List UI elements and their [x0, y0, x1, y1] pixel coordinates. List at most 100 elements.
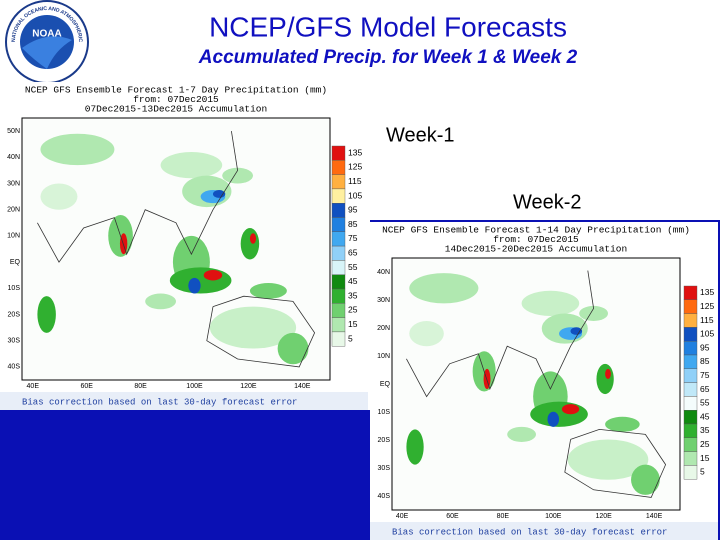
coastline: [564, 428, 667, 498]
lon-label: 100E: [186, 383, 203, 390]
precip-area: [40, 183, 78, 210]
legend-swatch: [683, 410, 698, 425]
precip-area: [406, 429, 424, 465]
legend-label: 75: [348, 233, 358, 243]
legend-label: 15: [700, 453, 710, 463]
legend-swatch: [683, 368, 698, 383]
precip-area: [409, 321, 444, 347]
legend-swatch: [683, 423, 698, 439]
precip-area: [212, 190, 226, 198]
precip-area: [188, 277, 201, 294]
legend-swatch: [683, 313, 698, 328]
precip-area: [37, 296, 56, 333]
legend-label: 115: [700, 315, 714, 325]
lon-label: 140E: [646, 513, 663, 520]
lat-label: 20N: [7, 207, 20, 214]
lat-label: 10S: [8, 285, 21, 292]
legend-label: 135: [700, 287, 714, 297]
legend-swatch: [683, 327, 698, 342]
legend-label: 115: [348, 176, 362, 186]
map-label: Week-2: [513, 191, 582, 213]
logo-text: NOAA: [32, 29, 61, 40]
map-footer: Bias correction based on last 30-day for…: [392, 527, 667, 537]
precip-area: [631, 464, 660, 495]
lat-label: 40N: [7, 154, 20, 161]
precip-area: [605, 368, 611, 379]
legend-swatch: [683, 451, 698, 466]
precip-area: [521, 290, 580, 316]
precip-area: [409, 273, 479, 304]
legend-swatch: [683, 285, 698, 301]
lat-label: 40S: [8, 364, 21, 371]
lat-label: 10N: [377, 353, 390, 360]
lat-label: 30S: [8, 338, 21, 345]
legend-label: 65: [348, 248, 358, 258]
legend-swatch: [683, 341, 698, 356]
precip-area: [249, 283, 287, 299]
legend-label: 105: [700, 329, 714, 339]
legend-label: 95: [700, 342, 710, 352]
precip-area: [160, 152, 223, 179]
title: NCEP/GFS Model Forecasts: [209, 11, 567, 42]
legend-label: 85: [348, 219, 358, 229]
lon-label: 120E: [596, 513, 613, 520]
legend-label: 125: [700, 301, 714, 311]
lon-label: 60E: [446, 513, 459, 520]
blue-band: [0, 410, 370, 540]
footer-strip: [370, 522, 718, 540]
legend-label: 125: [348, 162, 362, 172]
legend-label: 5: [700, 467, 705, 477]
legend-swatch: [331, 260, 346, 275]
precip-area: [145, 293, 177, 310]
legend-swatch: [331, 217, 346, 233]
precip-area: [209, 306, 297, 349]
legend-swatch: [683, 437, 698, 452]
lat-label: 20S: [8, 311, 21, 318]
legend-swatch: [331, 188, 346, 204]
footer-strip: [0, 392, 368, 410]
precip-area: [240, 228, 260, 260]
map-label: Week-1: [386, 124, 455, 146]
precip-area: [203, 269, 223, 281]
map-header: 14Dec2015-20Dec2015 Accumulation: [445, 244, 627, 255]
lat-label: 10N: [7, 233, 20, 240]
legend-swatch: [331, 303, 346, 318]
legend-label: 135: [348, 147, 362, 157]
coastline: [206, 295, 316, 368]
lat-label: 40S: [378, 493, 391, 500]
legend-label: 35: [700, 425, 710, 435]
lat-label: 30N: [377, 297, 390, 304]
lat-label: EQ: [380, 381, 391, 388]
legend-label: 105: [348, 190, 362, 200]
coastline: [37, 131, 239, 263]
legend-label: 35: [348, 290, 358, 300]
lat-label: EQ: [10, 259, 21, 266]
maps: NCEP GFS Ensemble Forecast 1-7 Day Preci…: [0, 82, 718, 540]
legend-label: 25: [348, 305, 358, 315]
precip-area: [567, 439, 649, 480]
legend-swatch: [683, 396, 698, 411]
legend-label: 55: [348, 262, 358, 272]
precip-area: [561, 404, 580, 415]
lon-label: 80E: [134, 383, 147, 390]
map-footer: Bias correction based on last 30-day for…: [22, 397, 297, 407]
lat-label: 50N: [7, 128, 20, 135]
lon-label: 100E: [545, 513, 562, 520]
legend-label: 65: [700, 384, 710, 394]
precip-area: [277, 332, 309, 365]
map-header: from: 07Dec2015: [133, 94, 219, 105]
lat-label: 20N: [377, 325, 390, 332]
precip-area: [579, 305, 608, 321]
legend-swatch: [331, 317, 346, 333]
lon-label: 40E: [27, 383, 40, 390]
legend-swatch: [331, 245, 346, 261]
precip-area: [605, 416, 640, 432]
legend-swatch: [331, 174, 346, 190]
precip-area: [169, 267, 232, 294]
legend-swatch: [331, 231, 346, 247]
legend-swatch: [331, 288, 346, 304]
lat-label: 10S: [378, 409, 391, 416]
precip-area: [507, 426, 536, 442]
precip-area: [596, 363, 614, 395]
